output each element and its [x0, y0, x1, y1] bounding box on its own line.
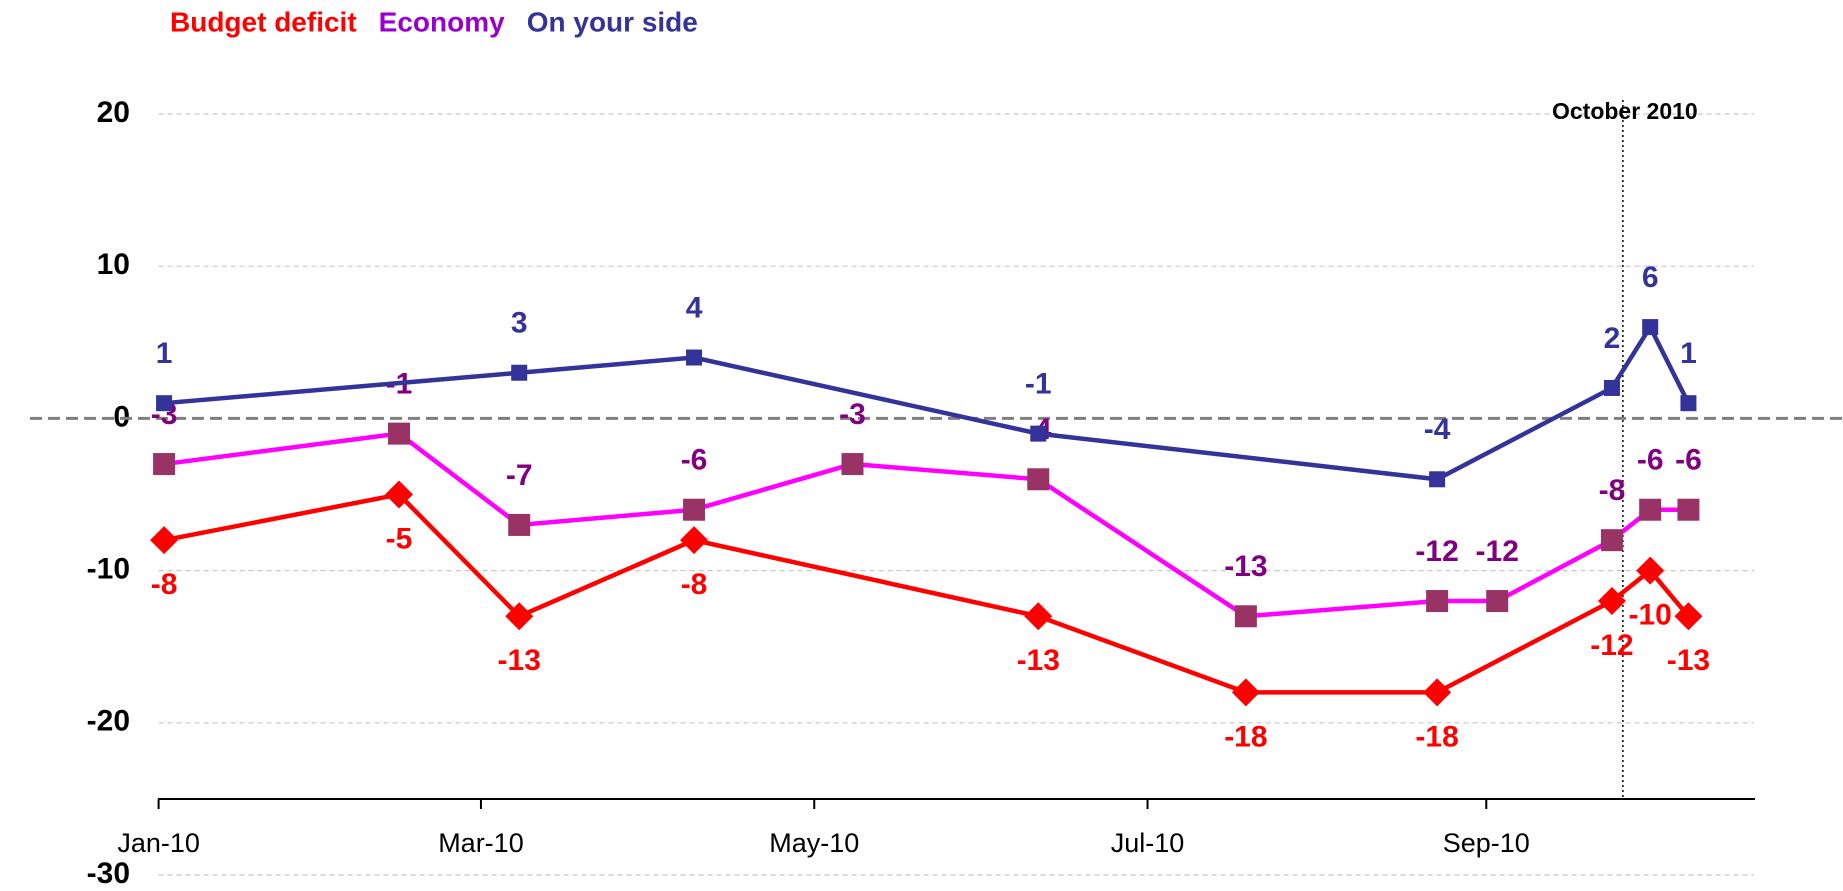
marker [1636, 556, 1665, 585]
data-label: -8 [151, 568, 178, 601]
marker [1597, 587, 1626, 616]
y-tick-label: 0 [113, 400, 130, 433]
marker [841, 453, 864, 476]
legend-entry: Economy [379, 6, 505, 37]
marker [150, 526, 179, 555]
y-tick-label: -10 [87, 553, 130, 586]
marker [505, 602, 534, 631]
marker [1234, 605, 1257, 628]
annotation-label: October 2010 [1552, 98, 1698, 124]
marker [1423, 678, 1452, 707]
data-label: -5 [386, 522, 413, 555]
y-tick-label: 20 [97, 96, 130, 129]
data-label: -13 [498, 644, 541, 677]
y-tick-label: -30 [87, 857, 130, 890]
x-tick-label: Jul-10 [1111, 828, 1185, 858]
marker [1674, 602, 1703, 631]
data-label: -1 [1025, 368, 1052, 401]
marker [680, 526, 709, 555]
data-label: -13 [1224, 550, 1267, 583]
data-label: -6 [1675, 444, 1702, 477]
y-tick-label: -20 [87, 705, 130, 738]
marker [153, 453, 176, 476]
data-label: -10 [1629, 599, 1672, 632]
data-label: 1 [156, 337, 173, 370]
data-label: -6 [1637, 444, 1664, 477]
legend-entry: On your side [527, 6, 698, 37]
marker [1600, 529, 1623, 552]
data-label: 3 [511, 307, 528, 340]
marker [1426, 590, 1449, 613]
y-tick-label: 10 [97, 248, 130, 281]
data-label: 6 [1642, 261, 1659, 294]
x-tick-label: May-10 [769, 828, 859, 858]
marker [1680, 395, 1697, 412]
data-label: -13 [1017, 644, 1060, 677]
data-label: -7 [506, 459, 533, 492]
marker [156, 395, 173, 412]
marker [1030, 425, 1047, 442]
marker [511, 364, 528, 381]
data-label: -12 [1415, 535, 1458, 568]
data-label: -13 [1667, 644, 1710, 677]
marker [388, 422, 411, 445]
marker [1603, 379, 1620, 396]
data-label: -8 [681, 568, 708, 601]
marker [1639, 498, 1662, 521]
data-label: -4 [1424, 413, 1451, 446]
series-line [163, 492, 1691, 695]
data-label: 4 [686, 291, 703, 324]
legend-entry: Budget deficit [170, 6, 357, 37]
data-label: -12 [1476, 535, 1519, 568]
marker [385, 480, 414, 509]
data-label: -12 [1590, 629, 1633, 662]
marker [1486, 590, 1509, 613]
marker [686, 349, 703, 366]
marker [1677, 498, 1700, 521]
data-label: -18 [1415, 720, 1458, 753]
marker [1231, 678, 1260, 707]
marker [1024, 602, 1053, 631]
data-label: -3 [839, 398, 866, 431]
data-label: -18 [1224, 720, 1267, 753]
marker [1027, 468, 1050, 491]
marker [683, 498, 706, 521]
data-label: -8 [1599, 474, 1626, 507]
x-tick-label: Jan-10 [117, 828, 200, 858]
x-tick-label: Sep-10 [1443, 828, 1530, 858]
data-label: 2 [1604, 322, 1621, 355]
marker [508, 513, 531, 536]
data-label: 1 [1680, 337, 1697, 370]
series-line [163, 322, 1691, 482]
marker [1429, 471, 1446, 488]
marker [1642, 319, 1659, 336]
x-tick-label: Mar-10 [438, 828, 524, 858]
data-label: -6 [681, 444, 708, 477]
